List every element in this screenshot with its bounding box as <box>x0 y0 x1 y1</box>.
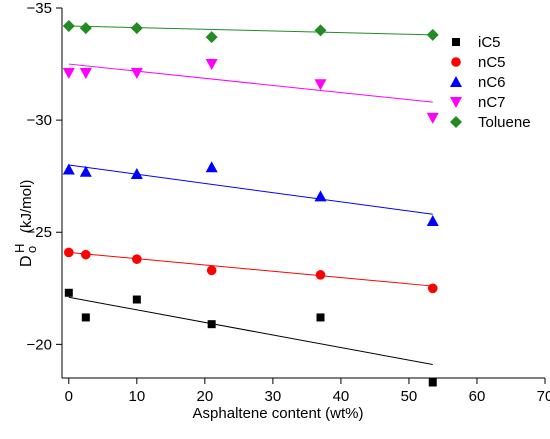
legend-marker-nc7 <box>450 97 462 108</box>
data-point-nc6 <box>130 167 143 179</box>
data-point-toluene <box>130 22 143 35</box>
data-point-toluene <box>79 22 92 35</box>
legend-label-nc6: nC6 <box>478 74 506 91</box>
fit-line-nc5 <box>68 251 433 287</box>
x-tick-label: 30 <box>265 388 282 405</box>
data-point-nc7 <box>79 68 92 80</box>
data-point-toluene <box>426 28 439 41</box>
legend-label-nc5: nC5 <box>478 54 506 71</box>
y-axis-title-main: D <box>18 255 35 267</box>
data-point-nc5 <box>81 249 91 260</box>
data-point-nc7 <box>205 59 218 71</box>
y-axis-title-sup: H <box>12 244 27 253</box>
legend-marker-nc6 <box>450 76 462 87</box>
data-point-ic5 <box>207 320 216 329</box>
data-point-nc5 <box>206 265 217 276</box>
data-point-nc7 <box>426 112 439 124</box>
legend-marker-ic5 <box>452 38 460 46</box>
legend: iC5 nC5 nC6 nC7 Toluene <box>450 34 531 131</box>
data-point-nc6 <box>426 215 439 227</box>
x-tick-label: 60 <box>469 388 486 405</box>
legend-marker-nc5 <box>451 57 461 67</box>
legend-label-ic5: iC5 <box>478 34 501 51</box>
data-point-toluene <box>314 24 327 37</box>
fit-line-nc6 <box>68 164 433 215</box>
data-point-nc5 <box>132 254 142 264</box>
legend-label-toluene: Toluene <box>478 114 531 131</box>
y-axis-title-sub: o <box>24 246 39 253</box>
y-tick-label: −20 <box>27 336 52 353</box>
fit-line-ic5 <box>68 296 433 366</box>
x-ticks: 0 10 20 30 40 50 60 70 <box>65 378 550 405</box>
data-point-nc5 <box>427 283 438 294</box>
data-point-ic5 <box>428 378 437 387</box>
x-tick-label: 70 <box>537 388 550 405</box>
y-tick-label: −35 <box>27 0 52 17</box>
data-point-nc6 <box>79 165 92 177</box>
data-point-nc5 <box>315 270 326 280</box>
data-point-nc7 <box>130 68 143 80</box>
data-point-ic5 <box>132 295 141 304</box>
data-markers <box>62 19 439 387</box>
x-tick-label: 0 <box>65 388 73 405</box>
data-point-nc6 <box>62 163 75 175</box>
y-tick-label: −30 <box>27 112 52 129</box>
data-point-nc7 <box>62 68 75 80</box>
legend-marker-toluene <box>450 116 462 128</box>
x-tick-label: 10 <box>128 388 145 405</box>
y-axis-title: D H o (kJ/mol) <box>12 180 39 267</box>
x-tick-label: 50 <box>401 388 418 405</box>
data-point-ic5 <box>81 313 90 322</box>
data-point-nc5 <box>64 247 74 258</box>
data-point-ic5 <box>316 313 325 322</box>
y-axis-title-unit: (kJ/mol) <box>18 180 35 233</box>
y-tick-label: −25 <box>27 224 52 241</box>
x-axis-title: Asphaltene content (wt%) <box>193 405 364 422</box>
data-point-nc7 <box>314 79 327 91</box>
fit-line-nc7 <box>68 63 433 103</box>
x-tick-label: 40 <box>333 388 350 405</box>
data-point-toluene <box>62 19 75 32</box>
data-point-nc6 <box>205 161 218 173</box>
data-point-ic5 <box>64 288 73 297</box>
fit-lines <box>68 25 433 366</box>
legend-label-nc7: nC7 <box>478 94 506 111</box>
data-point-nc6 <box>314 190 327 202</box>
y-ticks: −35 −30 −25 −20 <box>27 0 62 353</box>
x-tick-label: 20 <box>197 388 214 405</box>
data-point-toluene <box>205 31 218 44</box>
fit-line-toluene <box>68 25 433 36</box>
